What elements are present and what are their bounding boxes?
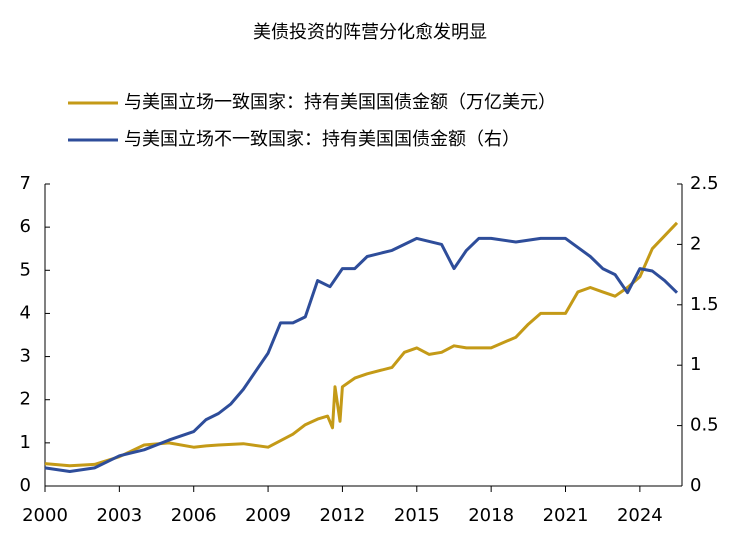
x-tick-label: 2012: [320, 505, 366, 526]
y2-tick-label: 2: [690, 233, 701, 254]
y-tick-label: 4: [20, 302, 31, 323]
legend-label: 与美国立场不一致国家：持有美国国债金额（右）: [124, 129, 520, 150]
y2-tick-label: 0: [690, 475, 701, 496]
x-tick-label: 2024: [617, 505, 663, 526]
y-tick-label: 0: [20, 475, 31, 496]
y-tick-label: 6: [20, 216, 31, 237]
series-line: [44, 236, 679, 473]
y-tick-label: 2: [20, 389, 31, 410]
y2-tick-label: 0.5: [690, 415, 719, 436]
x-tick-label: 2000: [22, 505, 68, 526]
y-tick-label: 3: [20, 346, 31, 367]
y2-tick-label: 2.5: [690, 173, 719, 194]
x-tick-label: 2021: [543, 505, 589, 526]
legend-label: 与美国立场一致国家：持有美国国债金额（万亿美元）: [124, 92, 556, 113]
y2-tick-label: 1.5: [690, 294, 719, 315]
series-line: [44, 221, 679, 468]
x-tick-label: 2003: [96, 505, 142, 526]
y2-tick-label: 1: [690, 354, 701, 375]
y-tick-label: 5: [20, 259, 31, 280]
y-tick-label: 7: [20, 173, 31, 194]
x-tick-label: 2018: [468, 505, 514, 526]
x-tick-label: 2015: [394, 505, 440, 526]
chart-title: 美债投资的阵营分化愈发明显: [253, 22, 487, 43]
x-tick-label: 2009: [245, 505, 291, 526]
x-tick-label: 2006: [171, 505, 217, 526]
y-tick-label: 1: [20, 432, 31, 453]
